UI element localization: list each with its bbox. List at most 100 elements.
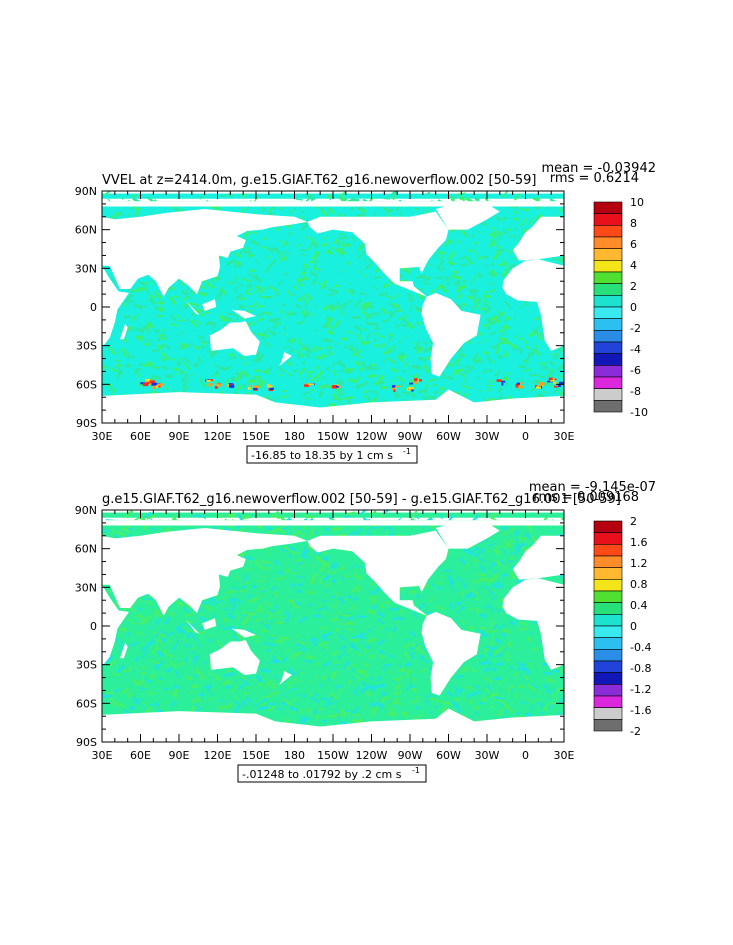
colorbar-label: 1.6 xyxy=(630,536,648,549)
x-tick-label: 60W xyxy=(436,749,461,762)
range-label: -16.85 to 18.35 by 1 cm s xyxy=(251,449,393,462)
land-polygon xyxy=(209,640,260,675)
x-tick-label: 30E xyxy=(554,430,575,443)
x-tick-label: 90W xyxy=(398,430,423,443)
land-polygon xyxy=(209,321,260,356)
colorbar-swatch xyxy=(593,201,623,214)
chart-title: VVEL at z=2414.0m, g.e15.GIAF.T62_g16.ne… xyxy=(102,173,536,188)
x-tick-label: 120W xyxy=(356,430,388,443)
southern-ocean-extremes xyxy=(140,377,564,392)
colorbar-swatch xyxy=(593,544,623,557)
colorbar-label: -1.6 xyxy=(630,704,651,717)
x-tick-label: 60W xyxy=(436,430,461,443)
land-polygon xyxy=(102,528,308,616)
colorbar-label: 0.4 xyxy=(630,599,648,612)
x-tick-label: 0 xyxy=(522,749,529,762)
colorbar-swatch xyxy=(593,213,623,226)
x-tick-label: 30W xyxy=(475,749,500,762)
colorbar-label: -2 xyxy=(630,725,641,738)
chart-panel-1: 30E 60E 90E 120E 150E 180 150W 120W 90W 60W 30W 0 30… xyxy=(75,161,656,464)
land-polygon xyxy=(435,203,500,230)
colorbar-swatch xyxy=(593,388,623,401)
colorbar-swatch xyxy=(593,614,623,627)
y-tick-label: 60S xyxy=(76,697,97,710)
land-polygon xyxy=(502,259,564,351)
colorbar-swatch xyxy=(593,660,623,673)
colorbar-swatch xyxy=(593,271,623,284)
colorbar-swatch xyxy=(593,579,623,592)
range-label-box xyxy=(237,764,427,783)
colorbar-label: -1.2 xyxy=(630,683,651,696)
colorbar-label: -10 xyxy=(630,406,648,419)
y-tick-label: 90S xyxy=(76,417,97,430)
colorbar-label: 10 xyxy=(630,196,644,209)
chart-panel-2: 30E 60E 90E 120E 150E 180 150W 120W 90W 60W 30W 0 30… xyxy=(75,480,656,783)
x-tick-label: 120E xyxy=(204,749,232,762)
land-polygon xyxy=(502,578,564,670)
x-tick-label: 150W xyxy=(317,430,349,443)
x-tick-label: 90E xyxy=(169,430,190,443)
colorbar-swatch xyxy=(593,365,623,378)
x-tick-label: 0 xyxy=(522,430,529,443)
colorbar-swatch xyxy=(593,353,623,366)
land-polygon xyxy=(102,209,308,297)
y-tick-label: 90N xyxy=(75,185,97,198)
x-tick-label: 120W xyxy=(356,749,388,762)
colorbar-swatch xyxy=(593,236,623,249)
tick-marks xyxy=(101,190,565,424)
ocean-field xyxy=(102,510,564,742)
colorbar-label: 0.8 xyxy=(630,578,648,591)
colorbar-swatch xyxy=(593,649,623,662)
range-unit-superscript: -1 xyxy=(403,447,411,456)
colorbar-swatch xyxy=(593,306,623,319)
stat-rms: rms = 0.009168 xyxy=(533,490,639,505)
colorbar-swatch xyxy=(593,318,623,331)
colorbar-swatch xyxy=(593,625,623,638)
land-mask xyxy=(102,520,564,742)
y-tick-label: 60S xyxy=(76,378,97,391)
x-tick-label: 90E xyxy=(169,749,190,762)
colorbar-label: -6 xyxy=(630,364,641,377)
x-tick-label: 180 xyxy=(284,430,305,443)
colorbar-swatch xyxy=(593,520,623,533)
colorbar-swatch xyxy=(593,330,623,343)
colorbar-label: -0.8 xyxy=(630,662,651,675)
y-tick-label: 30S xyxy=(76,340,97,353)
land-polygon xyxy=(102,708,564,742)
colorbar-swatch xyxy=(593,532,623,545)
colorbar-swatch xyxy=(593,295,623,308)
y-tick-label: 90S xyxy=(76,736,97,749)
colorbar-label: -0.4 xyxy=(630,641,651,654)
land-polygon xyxy=(102,265,129,346)
y-tick-label: 60N xyxy=(75,543,97,556)
land-polygon xyxy=(202,618,217,630)
colorbar-swatch xyxy=(593,719,623,732)
x-tick-label: 150W xyxy=(317,749,349,762)
colorbar-label: 0 xyxy=(630,301,637,314)
land-polygon xyxy=(421,292,481,377)
land-polygon xyxy=(119,642,128,659)
colorbar: 2 1.6 1.2 0.8 0.4 0 -0.4 -0.8 -1.2 -1.6 -2 xyxy=(593,515,651,738)
colorbar-label: 1.2 xyxy=(630,557,648,570)
colorbar-label: 2 xyxy=(630,280,637,293)
y-tick-label: 30N xyxy=(75,581,97,594)
land-polygon xyxy=(185,619,200,634)
colorbar-swatch xyxy=(593,225,623,238)
colorbar-label: -8 xyxy=(630,385,641,398)
x-tick-label: 30E xyxy=(554,749,575,762)
land-polygon xyxy=(119,323,128,340)
colorbar-swatch xyxy=(593,376,623,389)
land-polygon xyxy=(102,201,564,207)
land-polygon xyxy=(279,671,292,686)
land-polygon xyxy=(307,211,449,297)
land-polygon xyxy=(102,389,564,423)
colorbar-swatch xyxy=(593,684,623,697)
land-polygon xyxy=(307,530,449,616)
colorbar-swatch xyxy=(593,567,623,580)
colorbar-swatch xyxy=(593,695,623,708)
colorbar-label: 2 xyxy=(630,515,637,528)
y-tick-label: 90N xyxy=(75,504,97,517)
chart-title: g.e15.GIAF.T62_g16.newoverflow.002 [50-5… xyxy=(102,492,621,507)
colorbar-swatch xyxy=(593,400,623,413)
